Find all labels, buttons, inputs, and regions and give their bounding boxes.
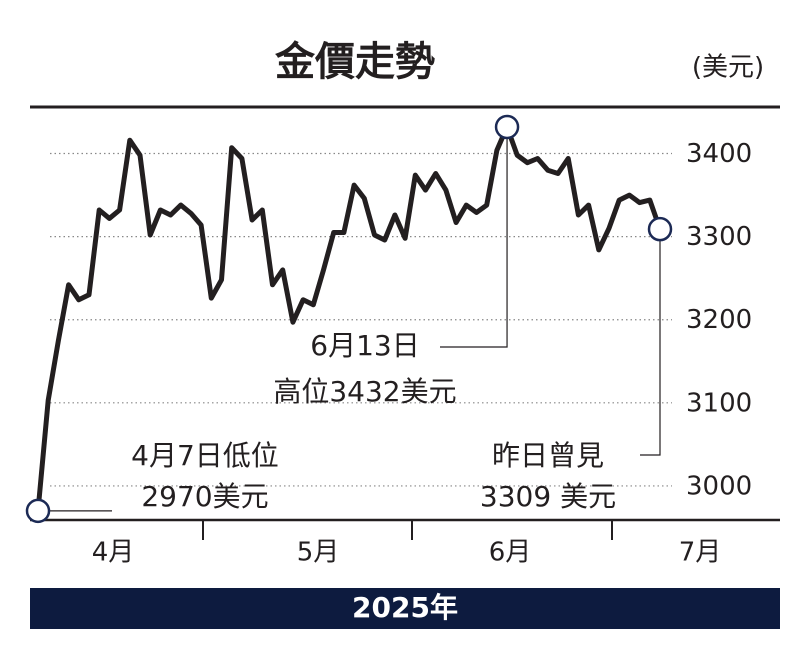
point-marker [647,216,673,242]
y-tick-label: 3100 [686,388,752,418]
x-tick-label: 5月 [297,538,340,568]
x-tick-label: 7月 [679,538,722,568]
x-tick-label: 4月 [92,538,135,568]
point-marker [25,498,51,524]
annotation-text: 6月13日 [310,329,419,362]
callout-line [640,229,661,456]
unit-label: (美元) [692,53,764,83]
annotation-text: 3309 美元 [480,480,616,513]
annotation-text: 4月7日低位 [131,439,279,472]
callout-line [440,126,508,348]
y-tick-label: 3000 [686,471,752,501]
y-tick-label: 3300 [686,222,752,252]
x-tick-label: 6月 [489,538,532,568]
annotation-text: 昨日曾見 [492,439,604,472]
year-label: 2025年 [352,591,458,624]
price-line [35,124,663,512]
y-tick-label: 3400 [686,139,752,169]
point-marker [494,114,520,140]
annotation-text: 高位3432美元 [273,375,456,408]
annotation-text: 2970美元 [141,480,268,513]
y-tick-label: 3200 [686,305,752,335]
chart-title: 金價走勢 [274,39,435,85]
year-banner [30,588,780,629]
